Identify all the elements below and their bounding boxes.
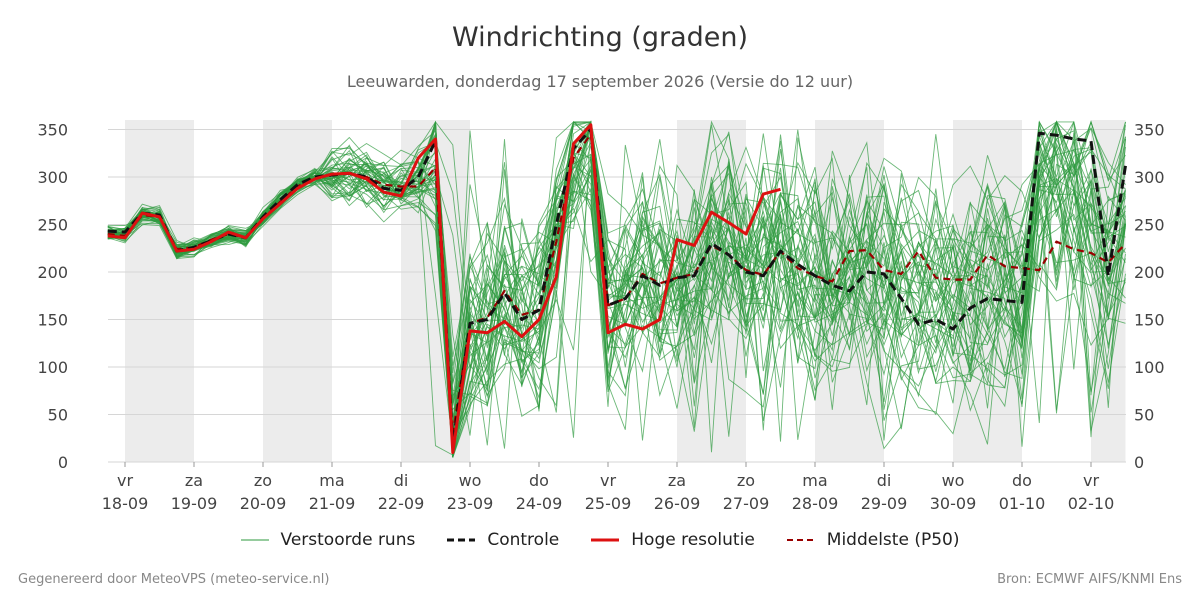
- x-tick-day-label: za: [185, 471, 203, 490]
- legend-swatch-hoge-resolutie: [591, 538, 620, 542]
- legend-item-hoge-resolutie[interactable]: Hoge resolutie: [591, 530, 755, 550]
- y-tick-label-left: 50: [48, 406, 68, 425]
- x-tick-day-label: di: [877, 471, 892, 490]
- series-line-controle: [107, 128, 1127, 447]
- x-tick-date-label: 02-10: [1068, 494, 1115, 513]
- legend-swatch-middelste: [786, 539, 815, 541]
- y-tick-label-right: 150: [1134, 311, 1165, 330]
- ensemble-member-line: [107, 120, 1126, 436]
- ensemble-member-line: [107, 132, 1126, 438]
- x-tick-date-label: 26-09: [654, 494, 701, 513]
- x-tick-day-label: za: [668, 471, 686, 490]
- y-tick-label-left: 0: [58, 453, 68, 472]
- series-line-hoge-resolutie: [107, 123, 781, 454]
- x-tick-date-label: 18-09: [102, 494, 149, 513]
- ensemble-member-line: [107, 133, 1126, 458]
- x-tick-date-label: 01-10: [999, 494, 1046, 513]
- y-tick-label-right: 300: [1134, 168, 1165, 187]
- x-tick-date-label: 29-09: [861, 494, 908, 513]
- y-tick-label-left: 300: [37, 168, 68, 187]
- y-tick-label-right: 250: [1134, 216, 1165, 235]
- chart-subtitle: Leeuwarden, donderdag 17 september 2026 …: [346, 72, 854, 91]
- y-tick-label-right: 100: [1134, 358, 1165, 377]
- series-layer: [107, 123, 1127, 454]
- x-tick-date-label: 23-09: [447, 494, 494, 513]
- ensemble-member-line: [107, 121, 1126, 435]
- ensemble-member-line: [107, 120, 1126, 456]
- y-tick-label-left: 200: [37, 263, 68, 282]
- ensemble-member-line: [107, 141, 1126, 458]
- x-tick-date-label: 28-09: [792, 494, 839, 513]
- x-tick-day-label: do: [529, 471, 549, 490]
- x-tick-day-label: zo: [737, 471, 755, 490]
- legend-item-controle[interactable]: Controle: [447, 530, 559, 550]
- legend-item-middelste[interactable]: Middelste (P50): [786, 530, 960, 550]
- x-tick-date-label: 21-09: [309, 494, 356, 513]
- y-tick-label-right: 350: [1134, 121, 1165, 140]
- legend-label-hoge-resolutie: Hoge resolutie: [631, 530, 755, 550]
- x-tick-day-label: ma: [802, 471, 827, 490]
- x-tick-date-label: 30-09: [930, 494, 977, 513]
- x-tick-day-label: do: [1012, 471, 1032, 490]
- chart-title: Windrichting (graden): [451, 22, 749, 53]
- x-tick-date-label: 24-09: [516, 494, 563, 513]
- x-tick-day-label: zo: [254, 471, 272, 490]
- y-tick-label-left: 150: [37, 311, 68, 330]
- y-tick-label-left: 100: [37, 358, 68, 377]
- x-tick-day-label: vr: [117, 471, 133, 490]
- ensemble-member-line: [107, 120, 1126, 440]
- legend-label-verstoorde-runs: Verstoorde runs: [280, 530, 416, 550]
- chart-legend: Verstoorde runs Controle Hoge resolutie …: [0, 530, 1200, 550]
- x-tick-date-label: 27-09: [723, 494, 770, 513]
- y-tick-label-left: 250: [37, 216, 68, 235]
- footer-generator-credit: Gegenereerd door MeteoVPS (meteo-service…: [18, 572, 330, 587]
- y-tick-label-left: 350: [37, 121, 68, 140]
- shaded-day-band: [953, 120, 1022, 462]
- legend-item-verstoorde-runs[interactable]: Verstoorde runs: [240, 530, 416, 550]
- x-tick-date-label: 22-09: [378, 494, 425, 513]
- shaded-day-band: [125, 120, 194, 462]
- y-tick-label-right: 50: [1134, 406, 1154, 425]
- y-tick-label-right: 200: [1134, 263, 1165, 282]
- shaded-day-band: [263, 120, 332, 462]
- x-tick-day-label: wo: [942, 471, 965, 490]
- legend-label-controle: Controle: [487, 530, 560, 550]
- legend-swatch-ensemble: [240, 539, 269, 541]
- x-tick-date-label: 19-09: [171, 494, 218, 513]
- x-tick-date-label: 25-09: [585, 494, 632, 513]
- x-tick-day-label: vr: [1083, 471, 1099, 490]
- footer-data-source: Bron: ECMWF AIFS/KNMI Ens: [997, 572, 1182, 587]
- x-tick-day-label: vr: [600, 471, 616, 490]
- x-tick-date-label: 20-09: [240, 494, 287, 513]
- x-tick-day-label: wo: [459, 471, 482, 490]
- y-tick-label-right: 0: [1134, 453, 1144, 472]
- x-tick-day-label: di: [394, 471, 409, 490]
- legend-label-middelste: Middelste (P50): [826, 530, 960, 550]
- x-tick-day-label: ma: [319, 471, 344, 490]
- axis-layer: 0 0 50 50 100 100 150 150 200 200 250 250 300 300 350 3…: [37, 121, 1164, 514]
- legend-swatch-controle: [447, 538, 476, 542]
